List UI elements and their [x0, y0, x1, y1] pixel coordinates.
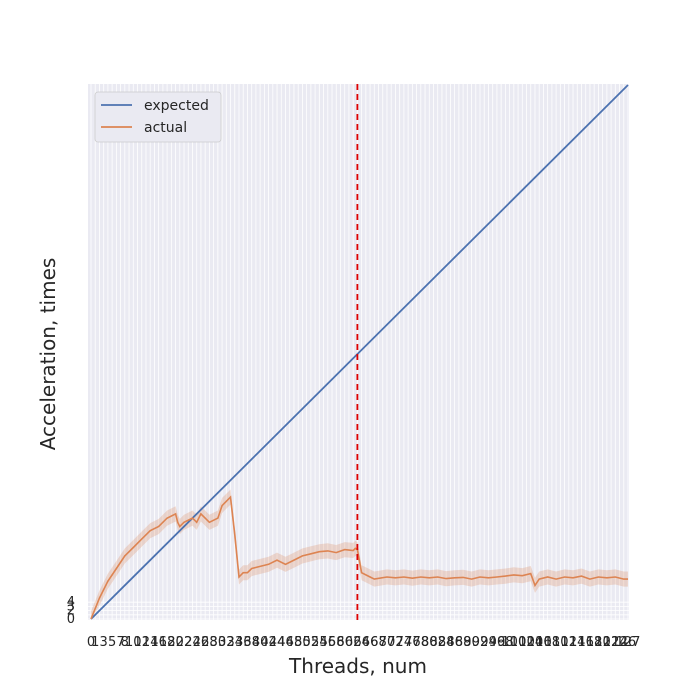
x-tick-label: 22 [176, 635, 193, 650]
legend-label-expected: expected [144, 98, 209, 114]
x-tick-label: 118 [578, 635, 603, 650]
x-tick-label: 70 [379, 635, 396, 650]
x-tick-label: 0 [87, 635, 95, 650]
x-tick-label: 32 [218, 635, 235, 650]
x-tick-label: 127 [616, 635, 641, 650]
x-tick-label: 36 [235, 635, 252, 650]
y-tick-label: 4 [67, 595, 75, 610]
x-tick-label: 82 [429, 635, 446, 650]
x-tick-label: 12 [133, 635, 150, 650]
x-tick-label: 88 [455, 635, 472, 650]
y-axis-title: Acceleration, times [36, 258, 60, 451]
x-tick-label: 30 [210, 635, 227, 650]
x-tick-label: 54 [311, 635, 328, 650]
x-tick-label: 116 [569, 635, 594, 650]
x-tick-label: 110 [544, 635, 569, 650]
x-tick-label: 72 [387, 635, 404, 650]
legend: expected actual [94, 91, 222, 143]
x-tick-label: 86 [446, 635, 463, 650]
x-tick-label: 20 [167, 635, 184, 650]
x-tick-label: 76 [404, 635, 421, 650]
x-tick-label: 68 [370, 635, 387, 650]
x-tick-label: 34 [226, 635, 243, 650]
x-tick-label: 64 [353, 635, 370, 650]
x-tick-label: 56 [320, 635, 337, 650]
x-tick-label: 58 [328, 635, 345, 650]
x-tick-labels: 01 3 5 781012141618202224262830323436384042… [87, 635, 641, 650]
x-tick-label: 28 [201, 635, 218, 650]
x-tick-label: 96 [489, 635, 506, 650]
x-tick-label: 94 [480, 635, 497, 650]
x-tick-label: 18 [159, 635, 176, 650]
x-tick-label: 50 [294, 635, 311, 650]
x-tick-label: 44 [269, 635, 286, 650]
x-axis-title: Threads, num [288, 654, 427, 678]
x-tick-label: 38 [243, 635, 260, 650]
x-tick-label: 84 [438, 635, 455, 650]
x-tick-label: 66 [362, 635, 379, 650]
series-line-actual [90, 495, 628, 620]
x-tick-label: 14 [142, 635, 159, 650]
x-tick-label: 122 [594, 635, 619, 650]
x-tick-label: 112 [552, 635, 577, 650]
x-tick-label: 74 [396, 635, 413, 650]
x-tick-label: 90 [463, 635, 480, 650]
series-line-expected [90, 84, 629, 620]
x-tick-label: 24 [184, 635, 201, 650]
x-tick-label: 48 [286, 635, 303, 650]
x-tick-label: 46 [277, 635, 294, 650]
x-tick-label: 3 [100, 635, 108, 650]
x-tick-label: 104 [518, 635, 543, 650]
x-tick-label: 60 [336, 635, 353, 650]
y-tick-label: 2 [67, 604, 75, 619]
x-tick-label: 100 [501, 635, 526, 650]
y-tick-label: 3 [67, 599, 75, 614]
x-tick-label: 114 [561, 635, 586, 650]
x-tick-label: 126 [611, 635, 636, 650]
x-tick-label: 62 [345, 635, 362, 650]
x-tick-label: 16 [150, 635, 167, 650]
x-tick-label: 42 [260, 635, 277, 650]
x-tick-label: 1 [91, 635, 99, 650]
x-tick-label: 7 [116, 635, 124, 650]
x-tick-label: 5 [108, 635, 116, 650]
actual-confidence-band [91, 489, 628, 619]
x-tick-label: 78 [413, 635, 430, 650]
grid [88, 84, 629, 620]
x-tick-label: 120 [586, 635, 611, 650]
x-tick-label: 52 [303, 635, 320, 650]
y-tick-label: 0 [67, 612, 75, 627]
x-tick-label: 10 [125, 635, 142, 650]
legend-label-actual: actual [144, 120, 187, 136]
x-tick-label: 106 [527, 635, 552, 650]
x-tick-label: 98 [497, 635, 514, 650]
x-tick-label: 80 [421, 635, 438, 650]
x-tick-label: 40 [252, 635, 269, 650]
x-tick-label: 8 [121, 635, 129, 650]
x-tick-label: 124 [603, 635, 628, 650]
x-tick-label: 108 [535, 635, 560, 650]
x-tick-label: 102 [510, 635, 535, 650]
x-tick-label: 26 [193, 635, 210, 650]
x-tick-label: 92 [472, 635, 489, 650]
